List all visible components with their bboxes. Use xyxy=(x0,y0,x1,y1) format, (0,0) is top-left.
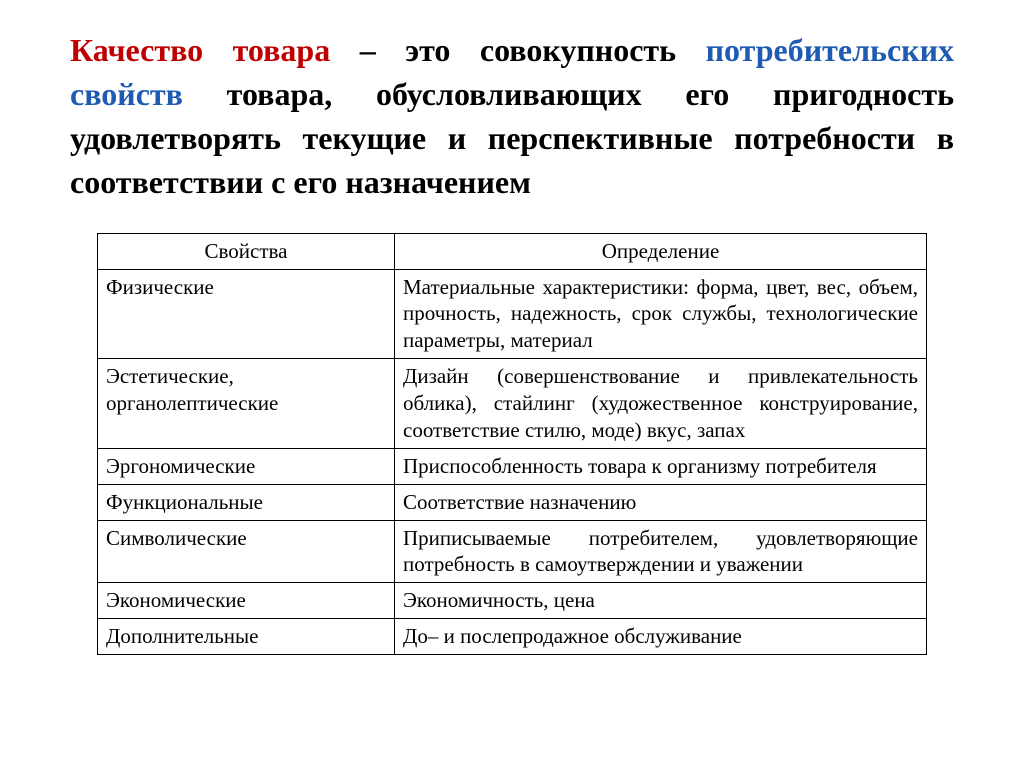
cell-prop: Символические xyxy=(98,520,395,583)
def-text-1: это совокупность xyxy=(405,32,705,68)
table-row: Функциональные Соответствие назначению xyxy=(98,484,927,520)
cell-prop: Дополнительные xyxy=(98,619,395,655)
cell-def: Материальные характеристики: форма, цвет… xyxy=(395,269,927,359)
cell-prop: Эстетические, органолептические xyxy=(98,359,395,449)
table-header-row: Свойства Определение xyxy=(98,233,927,269)
properties-table: Свойства Определение Физические Материал… xyxy=(97,233,927,655)
cell-prop: Функциональные xyxy=(98,484,395,520)
cell-def: Соответствие назначению xyxy=(395,484,927,520)
table-row: Эстетические, органолептические Дизайн (… xyxy=(98,359,927,449)
header-definition: Определение xyxy=(395,233,927,269)
cell-prop: Экономические xyxy=(98,583,395,619)
table-row: Экономические Экономичность, цена xyxy=(98,583,927,619)
cell-prop: Физические xyxy=(98,269,395,359)
definition-paragraph: Качество товара – это совокупность потре… xyxy=(70,28,954,205)
cell-def: Дизайн (совершенствование и привлекатель… xyxy=(395,359,927,449)
cell-def: Приписываемые потребителем, удовлетворяю… xyxy=(395,520,927,583)
cell-def: Экономичность, цена xyxy=(395,583,927,619)
term-red: Качество товара xyxy=(70,32,330,68)
header-properties: Свойства xyxy=(98,233,395,269)
slide-content: Качество товара – это совокупность потре… xyxy=(0,0,1024,675)
table-row: Эргономические Приспособленность товара … xyxy=(98,448,927,484)
dash: – xyxy=(330,32,405,68)
table-row: Дополнительные До– и послепродажное обсл… xyxy=(98,619,927,655)
def-text-2: товара, обусловливающих его пригодность … xyxy=(70,76,954,200)
table-row: Физические Материальные характеристики: … xyxy=(98,269,927,359)
table-row: Символические Приписываемые потребителем… xyxy=(98,520,927,583)
cell-def: До– и послепродажное обслуживание xyxy=(395,619,927,655)
cell-def: Приспособленность товара к организму пот… xyxy=(395,448,927,484)
cell-prop: Эргономические xyxy=(98,448,395,484)
